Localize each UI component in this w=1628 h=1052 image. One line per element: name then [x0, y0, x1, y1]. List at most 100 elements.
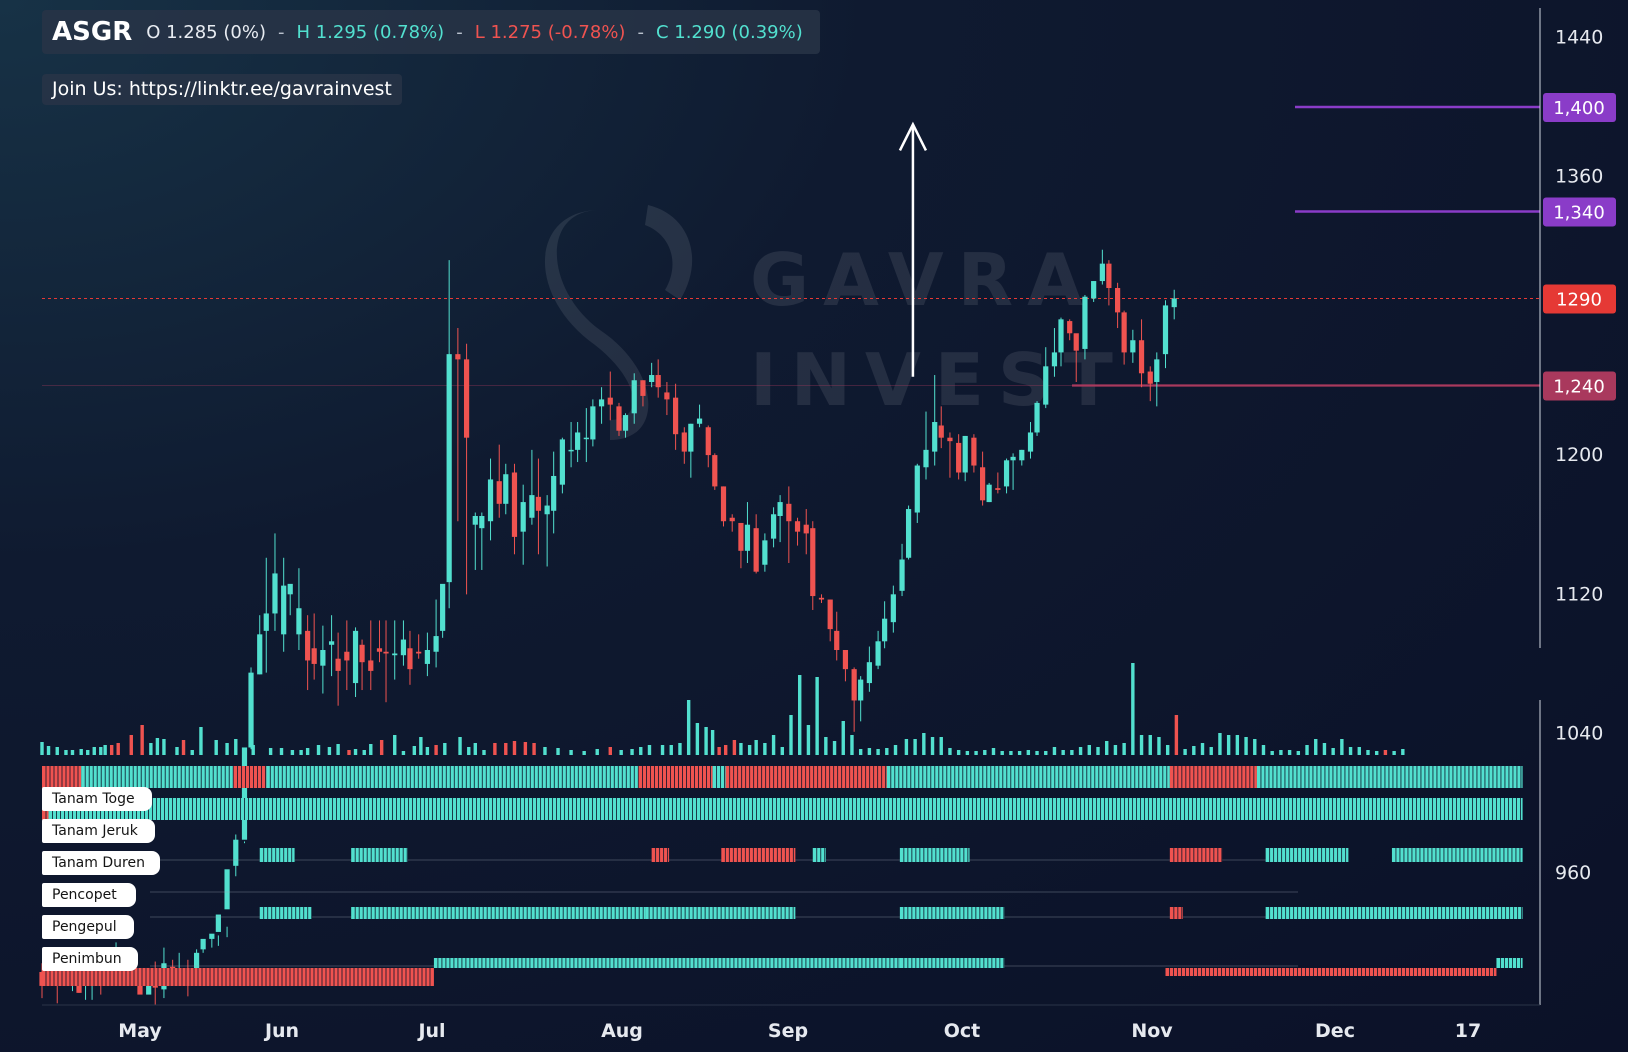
- candle-body: [818, 597, 825, 600]
- volume-bar: [619, 750, 623, 755]
- indicator-label-tanam-duren[interactable]: Tanam Duren: [42, 851, 160, 875]
- candle-body: [923, 449, 929, 468]
- volume-bar: [140, 725, 144, 755]
- candle-body: [263, 613, 269, 631]
- candle-body: [305, 630, 311, 661]
- candle-body: [770, 514, 777, 539]
- candle-body: [607, 397, 613, 405]
- indicator-label-pengepul[interactable]: Pengepul: [42, 915, 134, 939]
- volume-bar: [1148, 735, 1152, 755]
- volume-bar: [763, 743, 767, 755]
- volume-bar: [1218, 733, 1222, 755]
- candle-body: [882, 618, 888, 642]
- indicator-label-tanam-jeruk[interactable]: Tanam Jeruk: [42, 819, 155, 843]
- price-level-badge[interactable]: [1543, 371, 1616, 401]
- volume-bar: [1070, 750, 1074, 755]
- indicator-bar: [1169, 766, 1257, 788]
- volume-bar: [647, 745, 652, 755]
- price-level-badge[interactable]: [1543, 197, 1616, 227]
- candle-body: [272, 573, 278, 614]
- join-us-link[interactable]: Join Us: https://linktr.ee/gavrainvest: [42, 74, 402, 105]
- candle-body: [744, 524, 751, 551]
- volume-bar: [225, 743, 229, 755]
- candle-body: [472, 516, 478, 525]
- indicator-label-pencopet[interactable]: Pencopet: [42, 883, 136, 907]
- candle-body: [335, 658, 341, 671]
- price-level-label: 1,340: [1553, 202, 1605, 223]
- volume-bar: [149, 743, 153, 755]
- candle-body: [1147, 371, 1153, 384]
- volume-bar: [1113, 745, 1118, 755]
- indicator-bar: [48, 798, 1523, 820]
- volume-bar: [1375, 751, 1379, 755]
- volume-bar: [393, 735, 397, 755]
- volume-bar: [1044, 751, 1048, 755]
- candle-body: [503, 474, 509, 504]
- volume-bar: [1296, 751, 1301, 755]
- indicator-label-penimbun[interactable]: Penimbun: [42, 947, 138, 971]
- volume-bar: [732, 740, 737, 755]
- volume-bar: [1122, 743, 1126, 755]
- volume-bar: [1383, 750, 1388, 755]
- volume-bar: [532, 743, 536, 755]
- volume-bar: [512, 741, 517, 755]
- price-level-badge[interactable]: [1543, 284, 1616, 314]
- y-tick-label: 1360: [1555, 166, 1603, 188]
- volume-bar: [401, 751, 406, 755]
- volume-bar: [1096, 747, 1100, 755]
- indicator-label-tanam-toge[interactable]: Tanam Toge: [42, 787, 152, 811]
- volume-bar: [109, 745, 114, 755]
- candle-body: [827, 599, 833, 630]
- x-tick-label: May: [118, 1020, 162, 1042]
- volume-bar: [504, 743, 508, 755]
- volume-bar: [175, 747, 179, 755]
- volume-bar: [965, 751, 970, 755]
- ticker-symbol[interactable]: ASGR: [52, 17, 133, 47]
- volume-bar: [279, 748, 284, 755]
- candle-body: [241, 747, 248, 840]
- volume-bar: [1026, 750, 1031, 755]
- volume-bar: [747, 745, 752, 755]
- volume-bar: [155, 738, 160, 755]
- volume-bar: [46, 746, 51, 755]
- volume-bar: [458, 737, 462, 755]
- candle-body: [1073, 333, 1079, 351]
- y-tick-label: 960: [1555, 862, 1591, 884]
- volume-bar: [1157, 737, 1161, 755]
- candle-body: [962, 435, 968, 473]
- volume-bar: [806, 725, 811, 755]
- volume-bar: [639, 747, 643, 755]
- candle-body: [971, 437, 977, 466]
- x-tick-label: Sep: [768, 1020, 808, 1042]
- price-level-badge[interactable]: [1543, 93, 1616, 123]
- candle-body: [287, 583, 293, 595]
- volume-bar: [1287, 750, 1292, 755]
- volume-bar: [1348, 747, 1353, 755]
- indicator-bar: [1256, 766, 1523, 788]
- candle-body: [1034, 402, 1040, 433]
- candle-body: [995, 488, 1001, 490]
- volume-bar: [704, 727, 708, 755]
- separator: -: [637, 21, 644, 43]
- x-tick-label: Dec: [1315, 1020, 1355, 1042]
- candle-body: [777, 502, 783, 516]
- volume-bar: [922, 733, 926, 755]
- indicator-bar: [812, 848, 826, 862]
- volume-bar: [299, 750, 303, 755]
- volume-bar: [754, 740, 758, 755]
- volume-bar: [780, 747, 784, 755]
- volume-bar: [129, 735, 133, 755]
- candle-body: [311, 648, 317, 664]
- volume-bar: [1183, 749, 1187, 755]
- volume-bar: [214, 740, 218, 755]
- volume-bar: [1322, 743, 1327, 755]
- volume-bar: [569, 750, 573, 755]
- candle-body: [400, 639, 407, 656]
- volume-bar: [443, 743, 447, 755]
- volume-bar: [412, 746, 417, 755]
- candle-body: [368, 660, 374, 671]
- candle-body: [424, 650, 430, 664]
- volume-bar: [913, 739, 917, 755]
- indicator-bar: [351, 907, 646, 919]
